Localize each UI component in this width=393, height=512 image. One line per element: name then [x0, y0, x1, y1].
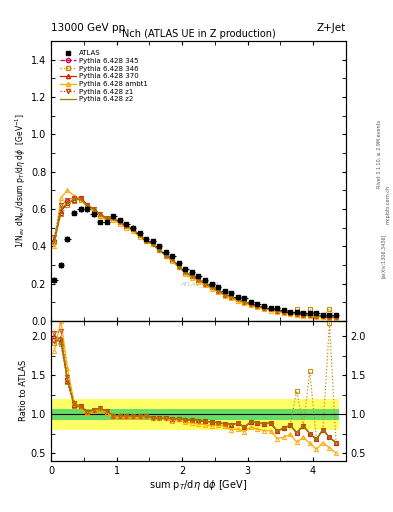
Text: ATLAS_2019_...: ATLAS_2019_...	[180, 282, 228, 287]
Text: 13000 GeV pp: 13000 GeV pp	[51, 23, 125, 33]
Text: Rivet 3.1.10, ≥ 2.9M events: Rivet 3.1.10, ≥ 2.9M events	[377, 119, 382, 188]
Text: mcplots.cern.ch: mcplots.cern.ch	[386, 185, 391, 224]
Y-axis label: 1/N$_{ev}$ dN$_{ev}$/dsum p$_T$/d$\eta$ d$\phi$  [GeV$^{-1}$]: 1/N$_{ev}$ dN$_{ev}$/dsum p$_T$/d$\eta$ …	[14, 114, 28, 248]
X-axis label: sum p$_T$/d$\eta$ d$\phi$ [GeV]: sum p$_T$/d$\eta$ d$\phi$ [GeV]	[149, 478, 248, 493]
Title: Nch (ATLAS UE in Z production): Nch (ATLAS UE in Z production)	[121, 29, 275, 39]
Legend: ATLAS, Pythia 6.428 345, Pythia 6.428 346, Pythia 6.428 370, Pythia 6.428 ambt1,: ATLAS, Pythia 6.428 345, Pythia 6.428 34…	[61, 50, 147, 102]
Y-axis label: Ratio to ATLAS: Ratio to ATLAS	[19, 360, 28, 421]
Text: [arXiv:1306.3436]: [arXiv:1306.3436]	[381, 234, 386, 278]
Text: Z+Jet: Z+Jet	[317, 23, 346, 33]
